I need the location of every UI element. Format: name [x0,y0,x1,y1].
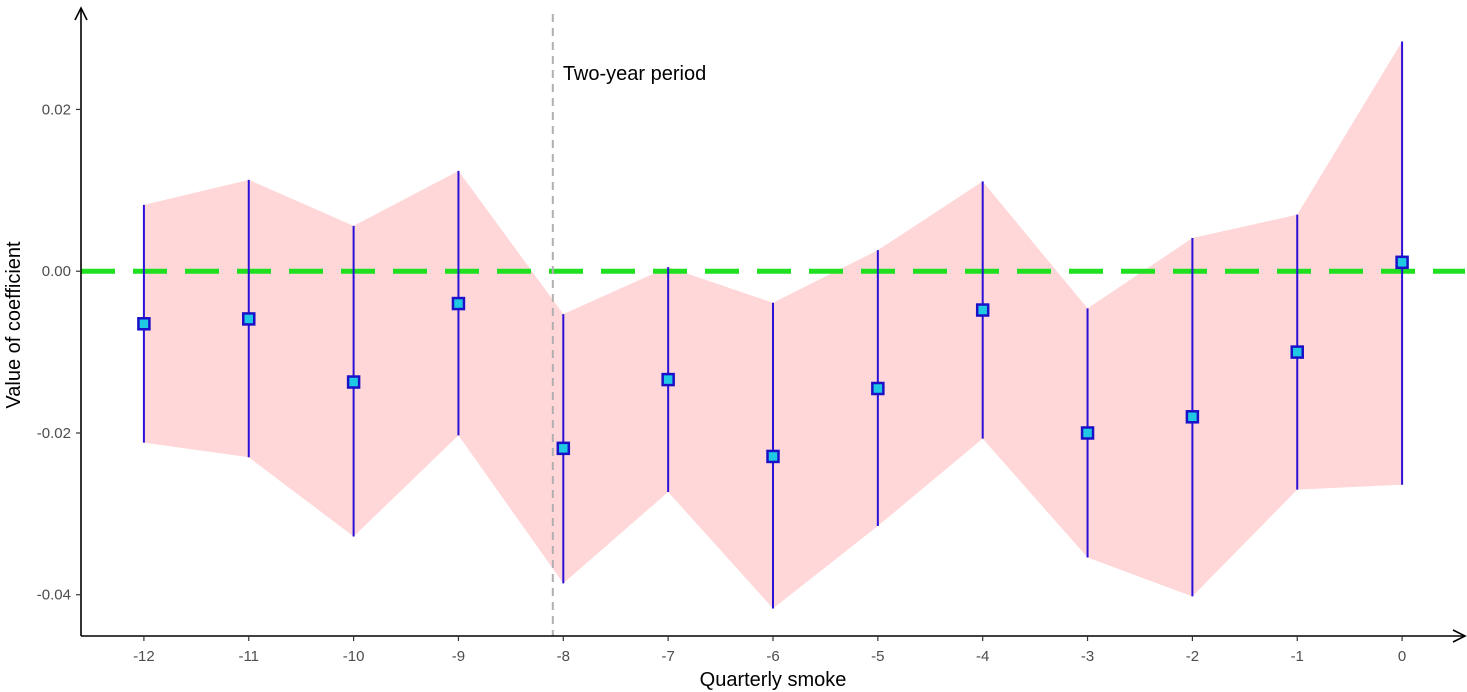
x-tick-label: -6 [766,648,779,665]
x-tick-label: -3 [1081,648,1094,665]
y-axis-arrowhead [74,6,88,21]
x-tick-label: -5 [871,648,884,665]
y-tick-label: 0.02 [42,101,71,118]
annotation-two-year-period: Two-year period [563,63,706,85]
coefficient-point [556,441,571,456]
coefficient-point [137,317,151,331]
x-tick-label: -7 [661,648,674,665]
reference-line-layer [81,14,1465,636]
x-tick-label: -12 [133,648,155,665]
x-tick-label: -2 [1186,648,1199,665]
x-tick-label: -9 [452,648,465,665]
coefficient-point [975,303,990,317]
coefficient-point [1080,426,1095,440]
x-tick-label: -8 [557,648,570,665]
y-tick-label: 0.00 [42,263,71,280]
x-tick-label: -4 [976,648,989,665]
coefficient-point [871,381,885,396]
coefficient-point [1395,255,1409,270]
coefficient-point [242,312,256,326]
point-layer [137,255,1409,464]
axes-layer: 0.020.00-0.02-0.04-12 -11 -10 -9 -8 -7 -6 -5 -4-… [37,6,1467,665]
y-tick-label: -0.02 [37,425,71,442]
x-axis-arrowhead [1452,629,1467,643]
coefficient-point [1290,345,1304,359]
coefficient-point [766,449,780,464]
coefficient-point [1185,410,1200,424]
x-tick-label: -11 [238,648,259,665]
y-axis-title: Value of coefficient [3,241,25,409]
x-tick-label: 0 [1398,648,1406,665]
coefficient-point [346,375,361,389]
y-tick-label: -0.04 [37,587,71,604]
coefficient-point [661,372,675,387]
x-tick-label: -1 [1291,648,1304,665]
coefficient-point [451,296,466,311]
x-axis-title: Quarterly smoke [700,669,847,691]
x-tick-label: -10 [343,648,365,665]
